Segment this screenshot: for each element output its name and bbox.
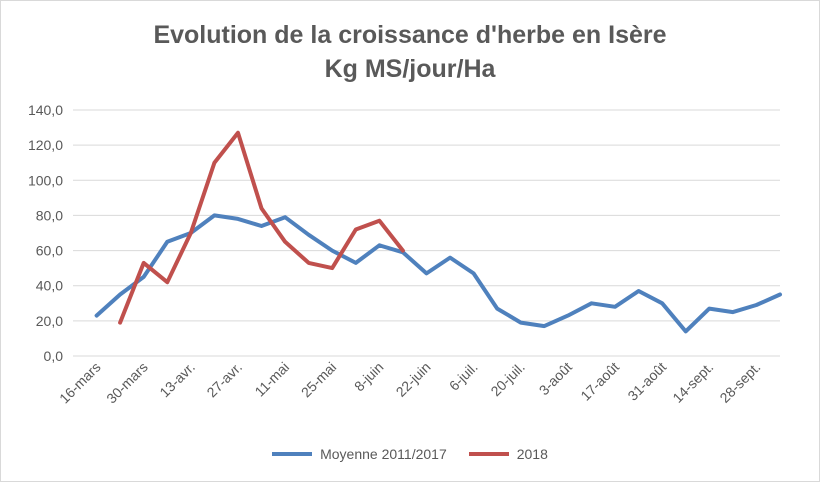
chart-title: Evolution de la croissance d'herbe en Is… [0,18,820,86]
y-tick-label: 140,0 [28,102,63,118]
legend-swatch-2018 [468,452,509,456]
legend-label-2018: 2018 [516,446,548,462]
x-tick-label: 16-mars [56,359,104,407]
x-tick-label: 28-sept. [716,359,763,406]
y-tick-label: 60,0 [36,243,63,259]
y-tick-label: 0,0 [44,348,64,364]
x-tick-label: 22-juin [393,359,434,400]
series-line-2018 [118,130,405,325]
x-tick-label: 17-août [577,359,622,404]
legend-swatch-moyenne [272,452,313,456]
x-tick-label: 20-juil. [487,359,527,399]
y-tick-label: 20,0 [36,313,63,329]
chart-title-line2: Kg MS/jour/Ha [324,55,496,83]
x-tick-label: 31-août [624,359,669,404]
x-tick-label: 11-mai [251,359,292,400]
x-tick-label: 27-avr. [204,359,246,401]
x-tick-label: 25-mai [298,359,340,401]
legend-item-2018: 2018 [468,446,548,462]
x-tick-label: 8-juin [351,359,387,395]
legend-label-moyenne: Moyenne 2011/2017 [320,446,447,462]
y-tick-label: 40,0 [36,278,63,294]
x-tick-label: 14-sept. [669,359,716,406]
y-tick-label: 100,0 [28,172,63,188]
y-tick-label: 120,0 [28,137,63,153]
chart-legend: Moyenne 2011/2017 2018 [0,442,820,466]
x-tick-label: 6-juil. [446,359,481,394]
y-tick-label: 80,0 [36,207,63,223]
x-tick-label: 13-avr. [156,359,198,401]
series-line-moyenne [94,213,782,334]
x-tick-label: 30-mars [103,359,151,407]
x-tick-label: 3-août [536,359,575,398]
legend-item-moyenne: Moyenne 2011/2017 [272,446,447,462]
chart-title-line1: Evolution de la croissance d'herbe en Is… [153,21,667,49]
